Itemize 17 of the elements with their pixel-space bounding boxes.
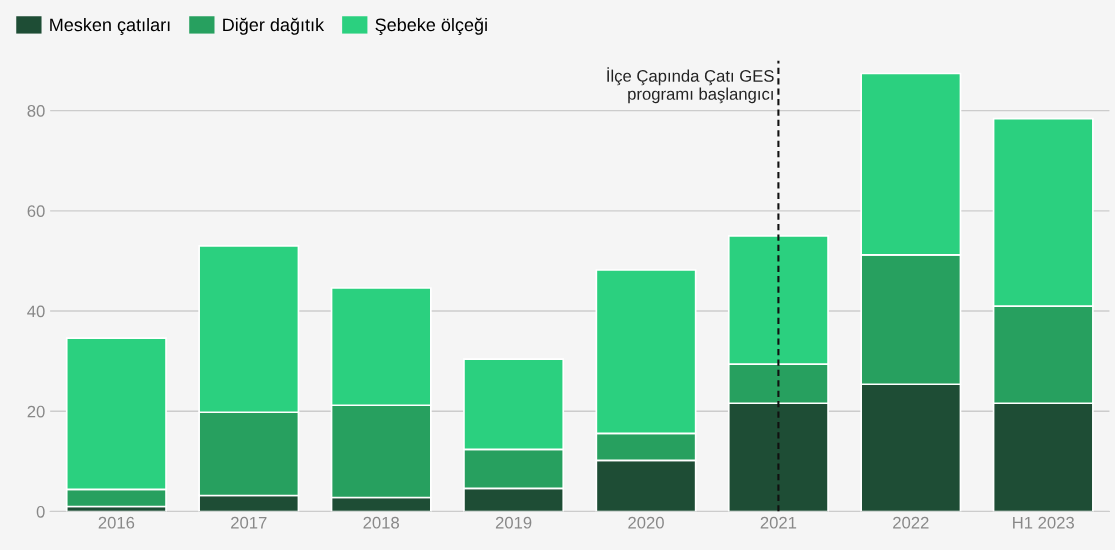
x-tick-label: 2019	[495, 516, 532, 529]
legend-label: Diğer dağıtık	[223, 17, 325, 35]
x-tick-label: 2016	[98, 516, 135, 529]
y-tick-label: 40	[27, 305, 45, 318]
x-tick-label: 2022	[893, 516, 929, 529]
x-tick-label: 2020	[628, 516, 664, 529]
y-tick-label: 20	[27, 405, 45, 418]
legend-label: Mesken çatıları	[50, 17, 170, 35]
y-tick-label: 0	[36, 505, 45, 518]
x-tick-label: H1 2023	[1013, 516, 1074, 529]
x-tick-label: 2018	[363, 516, 400, 529]
x-tick-label: 2021	[760, 516, 797, 529]
x-tick-label: 2017	[231, 516, 267, 529]
ref-line-label: İlçe Çapında Çatı GES programı başlangıcı	[607, 67, 774, 104]
y-tick-label: 80	[27, 105, 45, 117]
legend-label: Şebeke ölçeği	[375, 17, 487, 35]
y-tick-label: 60	[27, 205, 45, 218]
